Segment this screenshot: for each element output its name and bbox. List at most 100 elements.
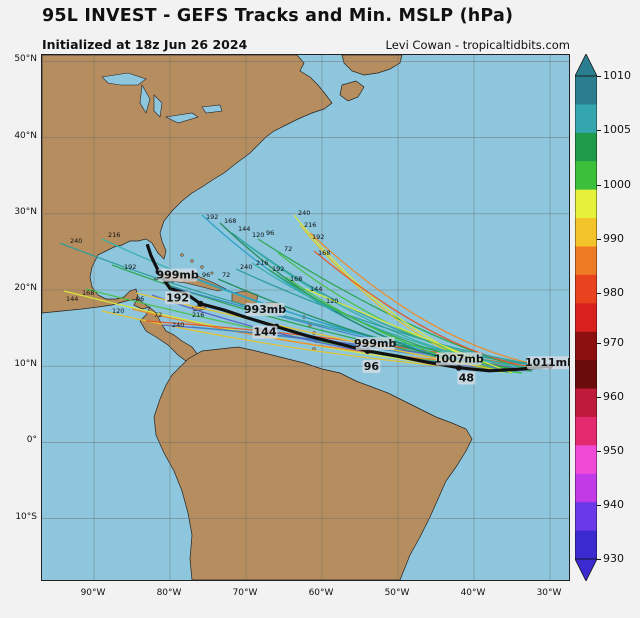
- colorbar-tick-label: 990: [603, 232, 624, 245]
- init-time-subtitle: Initialized at 18z Jun 26 2024: [42, 37, 248, 52]
- longitude-label: 40°W: [460, 588, 486, 598]
- colorbar-segment: [575, 218, 597, 247]
- member-hour-label: 96: [266, 229, 274, 237]
- ensemble-member-track: [293, 214, 513, 374]
- member-hour-label: 168: [290, 275, 302, 283]
- label-text: 993mb: [244, 303, 286, 316]
- colorbar-segment: [575, 331, 597, 361]
- ensemble-member-track: [235, 268, 553, 368]
- colorbar-tick-mark: [597, 130, 601, 131]
- ensemble-member-track: [285, 276, 523, 374]
- colorbar-tick-mark: [597, 185, 601, 186]
- mean-track-line: [145, 243, 551, 373]
- mean-track-label: 993mb: [244, 302, 286, 316]
- member-hour-label: 216: [256, 259, 268, 267]
- member-hour-label: 144: [66, 295, 78, 303]
- colorbar-tick-label: 980: [603, 286, 624, 299]
- label-text: 1007mb: [434, 352, 484, 365]
- colorbar-bottom-arrow: [575, 558, 597, 581]
- member-hour-label: 168: [318, 249, 330, 257]
- ensemble-member-track: [313, 250, 543, 370]
- colorbar-segment: [575, 132, 597, 162]
- ensemble-member-track: [251, 262, 543, 370]
- colorbar-tick-label: 1000: [603, 178, 631, 191]
- mean-track-label: 48: [457, 371, 476, 385]
- colorbar-tick-mark: [597, 559, 601, 560]
- colorbar-segment: [575, 445, 597, 475]
- member-hour-label: 144: [310, 285, 322, 293]
- label-text: 1011mb: [525, 356, 569, 369]
- member-hour-label: 168: [82, 289, 94, 297]
- colorbar-tick-mark: [597, 343, 601, 344]
- mean-track-label: 999mb: [156, 268, 199, 282]
- label-text: 999mb: [156, 269, 198, 282]
- colorbar-segment: [575, 303, 597, 333]
- colorbar-segment: [575, 388, 597, 418]
- south-america-land: [153, 346, 473, 580]
- latitude-label: 50°N: [14, 54, 37, 65]
- latitude-label: 0°: [26, 435, 37, 446]
- member-hour-label: 120: [252, 231, 264, 239]
- label-text: 192: [166, 291, 189, 304]
- label-box: [158, 268, 198, 282]
- latitude-label: 20°N: [14, 283, 37, 293]
- colorbar-segment: [575, 360, 597, 390]
- member-hour-label: 240: [298, 209, 310, 217]
- colorbar-tick-mark: [597, 451, 601, 452]
- label-box: [252, 325, 278, 339]
- member-hour-label: 96: [136, 295, 144, 303]
- map-panel: 240 216 192 168 144 120 96 72 240 216 192 168 144 120…: [41, 54, 570, 581]
- label-text: 48: [459, 371, 474, 384]
- member-hour-label: 216: [304, 221, 316, 229]
- colorbar-tick-label: 930: [603, 552, 624, 565]
- mean-track-point: [455, 364, 462, 371]
- mean-track-label: 1007mb: [434, 352, 484, 366]
- bahamas: [180, 253, 214, 275]
- colorbar-segment: [575, 161, 597, 191]
- colorbar-tick-mark: [597, 76, 601, 77]
- colorbar-tick-mark: [597, 505, 601, 506]
- member-hour-label: 120: [326, 297, 338, 305]
- colorbar-tick-label: 940: [603, 498, 624, 511]
- colorbar-tick-label: 960: [603, 390, 624, 403]
- colorbar-segment: [575, 530, 597, 560]
- colorbar-tick-mark: [597, 293, 601, 294]
- newfoundland-land: [339, 80, 365, 102]
- track-labels: 1011mb 1007mb 48 999mb 96 993mb 144 999mb 192: [156, 268, 569, 385]
- member-hour-label: 216: [192, 311, 204, 319]
- label-box: [457, 371, 476, 385]
- mean-track-label: 144: [252, 325, 278, 339]
- member-hour-label: 72: [284, 245, 292, 253]
- colorbar-segment: [575, 246, 597, 276]
- member-hour-label: 192: [272, 265, 284, 273]
- latitude-label: 10°N: [14, 359, 37, 370]
- great-lakes: [101, 72, 223, 124]
- member-hour-label: 216: [108, 231, 120, 239]
- longitude-label: 30°W: [536, 588, 562, 598]
- mean-track-label: 192: [165, 291, 191, 305]
- longitude-label: 70°W: [232, 588, 258, 598]
- longitude-label: 50°W: [384, 588, 410, 598]
- greenland-land: [341, 55, 403, 76]
- label-box: [435, 352, 482, 366]
- colorbar-segment: [575, 189, 597, 219]
- member-hour-label: 240: [70, 237, 82, 245]
- mean-track-point: [197, 300, 204, 307]
- label-text: 144: [254, 326, 277, 339]
- colorbar-segment: [575, 76, 597, 105]
- member-hour-label: 96: [202, 271, 210, 279]
- mean-track-label: 1011mb: [525, 356, 569, 369]
- member-hour-label: 192: [206, 213, 218, 221]
- chart-title: 95L INVEST - GEFS Tracks and Min. MSLP (…: [42, 6, 514, 26]
- label-box: [165, 291, 191, 305]
- colorbar-segment: [575, 473, 597, 503]
- label-box: [245, 302, 285, 316]
- member-hour-label: 72: [222, 271, 230, 279]
- credit-text: Levi Cowan - tropicaltidbits.com: [385, 38, 571, 52]
- latitude-label: 40°N: [14, 130, 37, 141]
- label-box: [362, 360, 381, 374]
- colorbar-tick-label: 1010: [603, 69, 631, 82]
- mean-track-label: 999mb: [354, 337, 396, 351]
- ensemble-member-track: [305, 288, 513, 374]
